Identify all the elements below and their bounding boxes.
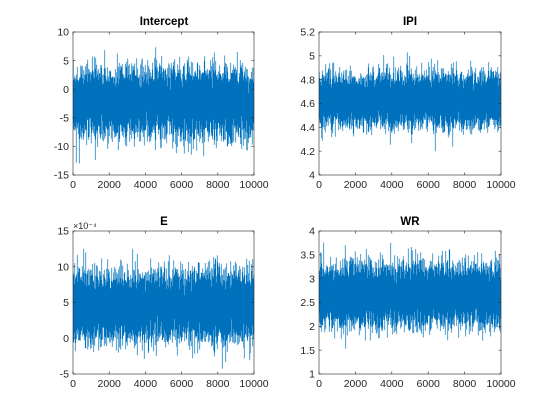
x-tick-label: 0 <box>316 378 322 390</box>
subplot-ipi: IPI 0 2000 4000 6000 8000 10000 4 4.2 4.4 4.6 4.8 5… <box>300 16 515 191</box>
x-tick-label: 0 <box>70 378 76 390</box>
x-tick-label: 10000 <box>486 179 515 191</box>
x-tick-label: 10000 <box>239 179 268 191</box>
y-tick-label: 4.6 <box>300 98 315 110</box>
x-tick-label: 6000 <box>417 378 441 390</box>
y-tick-label: 0 <box>63 333 69 345</box>
y-tick-label: 5 <box>63 297 69 309</box>
x-tick-label: 4000 <box>134 378 158 390</box>
y-tick-label: 4.4 <box>300 122 315 134</box>
x-tick-label: 2000 <box>344 179 368 191</box>
x-tick-label: 10000 <box>239 378 268 390</box>
y-tick-label: -5 <box>60 113 69 125</box>
x-tick-label: 4000 <box>134 179 158 191</box>
x-tick-label: 0 <box>316 179 322 191</box>
x-tick-label: 2000 <box>344 378 368 390</box>
x-tick-label: 8000 <box>453 179 477 191</box>
x-tick-label: 10000 <box>486 378 515 390</box>
y-tick-label: 2.5 <box>300 297 315 309</box>
x-tick-label: 4000 <box>380 378 404 390</box>
x-tick-label: 6000 <box>170 378 194 390</box>
x-tick-label: 8000 <box>453 378 477 390</box>
x-tick-label: 8000 <box>206 378 230 390</box>
subplot-intercept: Intercept 0 2000 4000 6000 8000 10000 -15 -10 -5… <box>54 16 269 191</box>
y-tick-label: 2 <box>309 321 315 333</box>
y-tick-label: -5 <box>60 369 69 381</box>
x-tick-label: 8000 <box>206 179 230 191</box>
y-tick-label: -10 <box>54 141 69 153</box>
x-tick-label: 6000 <box>170 179 194 191</box>
y-tick-label: 3 <box>309 273 315 285</box>
subplot-title: WR <box>400 216 420 228</box>
x-tick-label: 2000 <box>98 179 122 191</box>
axes-box <box>72 31 255 176</box>
y-tick-label: 5.2 <box>300 27 315 39</box>
subplot-wr: WR 0 2000 4000 6000 8000 10000 1 1.5 2 2.5 3 3.5 4 <box>300 216 515 390</box>
y-tick-label: 4.2 <box>300 146 315 158</box>
y-tick-label: 0 <box>63 84 69 96</box>
x-tick-label: 2000 <box>98 378 122 390</box>
y-tick-label: 4 <box>309 170 315 182</box>
y-tick-label: 4 <box>309 226 315 238</box>
subplot-title: Intercept <box>140 16 189 28</box>
x-tick-label: 6000 <box>417 179 441 191</box>
y-tick-label: 10 <box>57 27 69 39</box>
y-tick-label: 4.8 <box>300 74 315 86</box>
subplot-title: E <box>160 216 168 228</box>
y-tick-label: 15 <box>57 226 69 238</box>
x-tick-label: 4000 <box>380 179 404 191</box>
y-tick-label: -15 <box>54 170 69 182</box>
y-tick-label: 5 <box>309 51 315 63</box>
y-tick-label: 3.5 <box>300 250 315 262</box>
subplot-title: IPI <box>403 16 417 28</box>
x-tick-label: 0 <box>70 179 76 191</box>
y-tick-label: 5 <box>63 55 69 67</box>
y-tick-label: 1.5 <box>300 345 315 357</box>
y-exponent-label: ×10⁻⁴ <box>73 221 97 231</box>
y-tick-label: 1 <box>309 369 315 381</box>
y-tick-label: 10 <box>57 261 69 273</box>
